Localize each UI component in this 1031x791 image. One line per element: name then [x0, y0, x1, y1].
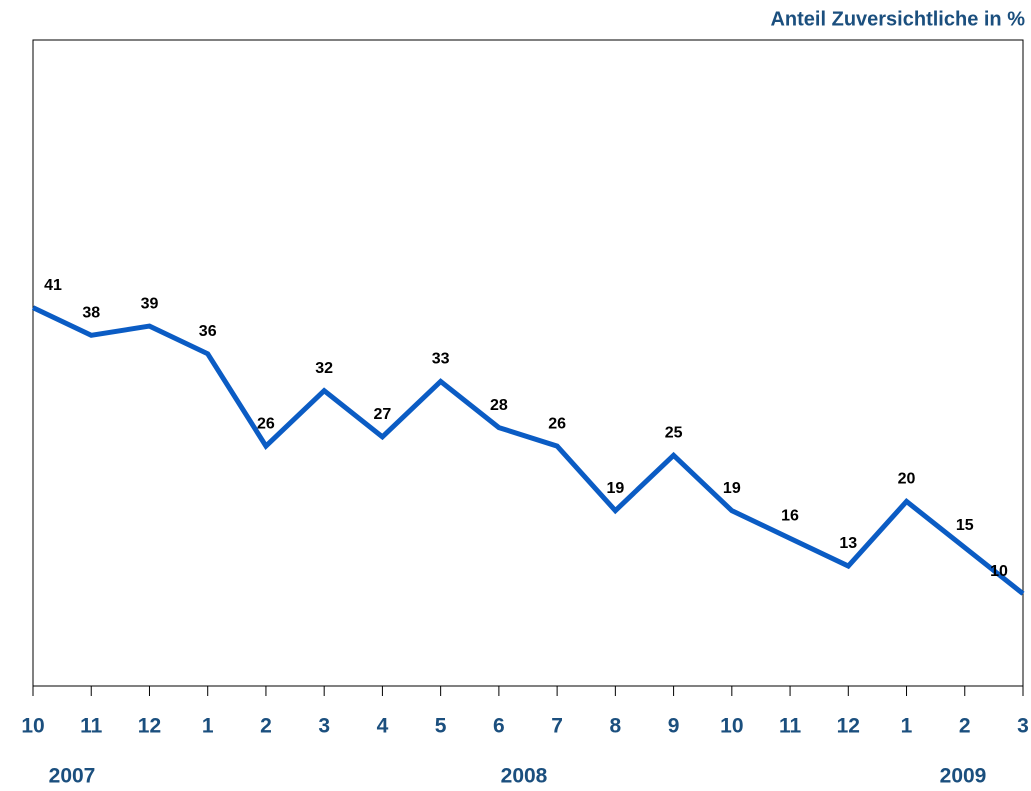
x-tick-label: 4 — [377, 715, 389, 738]
x-tick-label: 3 — [318, 715, 330, 738]
x-tick-label: 10 — [21, 715, 44, 738]
x-tick-label: 5 — [435, 715, 447, 738]
data-label: 10 — [990, 563, 1008, 580]
data-label: 33 — [432, 351, 450, 368]
data-label: 36 — [199, 323, 217, 340]
data-label: 13 — [839, 535, 857, 552]
data-label: 41 — [44, 277, 62, 294]
data-label: 38 — [82, 305, 100, 322]
x-tick-label: 1 — [901, 715, 913, 738]
data-label: 16 — [781, 508, 799, 525]
data-line — [31, 305, 1025, 596]
x-tick-label: 12 — [138, 715, 161, 738]
x-tick-label: 12 — [837, 715, 860, 738]
x-tick-label: 11 — [779, 715, 802, 738]
data-label: 26 — [257, 415, 275, 432]
data-label: 25 — [665, 425, 683, 442]
data-label: 39 — [141, 295, 159, 312]
data-label: 27 — [374, 406, 392, 423]
x-tick-label: 7 — [551, 715, 563, 738]
data-label: 19 — [606, 480, 624, 497]
x-tick-label: 9 — [668, 715, 680, 738]
data-label: 26 — [548, 415, 566, 432]
data-label: 15 — [956, 517, 974, 534]
data-label: 20 — [898, 471, 916, 488]
year-label: 2007 — [49, 765, 96, 788]
x-tick-label: 3 — [1017, 715, 1029, 738]
year-label: 2008 — [501, 765, 548, 788]
x-tick-label: 2 — [260, 715, 272, 738]
x-tick-label: 8 — [610, 715, 622, 738]
x-tick-label: 10 — [720, 715, 743, 738]
chart-title: Anteil Zuversichtliche in % — [770, 8, 1025, 30]
x-tick-label: 2 — [959, 715, 971, 738]
data-label: 19 — [723, 480, 741, 497]
x-tick-label: 11 — [80, 715, 103, 738]
data-label: 28 — [490, 397, 508, 414]
x-tick-label: 6 — [493, 715, 505, 738]
data-label: 32 — [315, 360, 333, 377]
plot-frame — [32, 39, 1024, 687]
x-tick-label: 1 — [202, 715, 214, 738]
year-label: 2009 — [940, 765, 987, 788]
